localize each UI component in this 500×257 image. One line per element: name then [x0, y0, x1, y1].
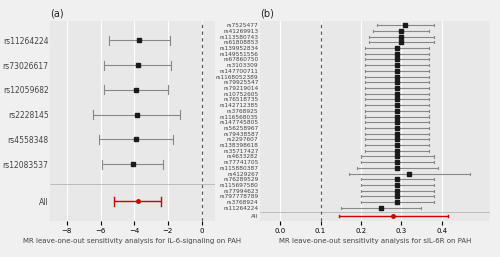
X-axis label: MR leave-one-out sensitivity analysis for IL-6-signaling on PAH: MR leave-one-out sensitivity analysis fo… [24, 238, 242, 244]
Text: (a): (a) [50, 8, 64, 19]
X-axis label: MR leave-one-out sensitivity analysis for sIL-6R on PAH: MR leave-one-out sensitivity analysis fo… [279, 238, 471, 244]
Text: (b): (b) [260, 8, 274, 19]
